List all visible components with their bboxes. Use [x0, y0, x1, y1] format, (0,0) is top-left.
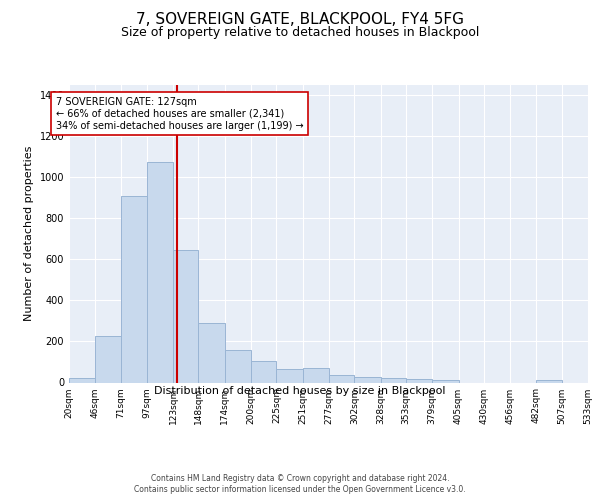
- Text: Distribution of detached houses by size in Blackpool: Distribution of detached houses by size …: [154, 386, 446, 396]
- Bar: [354, 378, 380, 382]
- Text: 7 SOVEREIGN GATE: 127sqm
← 66% of detached houses are smaller (2,341)
34% of sem: 7 SOVEREIGN GATE: 127sqm ← 66% of detach…: [56, 98, 304, 130]
- Text: Contains public sector information licensed under the Open Government Licence v3: Contains public sector information licen…: [134, 485, 466, 494]
- Bar: [251, 361, 277, 382]
- Bar: [406, 379, 432, 382]
- Bar: [69, 378, 95, 382]
- Bar: [380, 378, 406, 382]
- Bar: [432, 380, 458, 382]
- Text: Contains HM Land Registry data © Crown copyright and database right 2024.: Contains HM Land Registry data © Crown c…: [151, 474, 449, 483]
- Bar: [329, 374, 354, 382]
- Bar: [147, 162, 173, 382]
- Bar: [95, 336, 121, 382]
- Y-axis label: Number of detached properties: Number of detached properties: [24, 146, 34, 322]
- Bar: [303, 368, 329, 382]
- Bar: [536, 380, 562, 382]
- Text: 7, SOVEREIGN GATE, BLACKPOOL, FY4 5FG: 7, SOVEREIGN GATE, BLACKPOOL, FY4 5FG: [136, 12, 464, 28]
- Bar: [173, 250, 199, 382]
- Bar: [199, 323, 225, 382]
- Bar: [277, 369, 303, 382]
- Bar: [121, 196, 147, 382]
- Text: Size of property relative to detached houses in Blackpool: Size of property relative to detached ho…: [121, 26, 479, 39]
- Bar: [225, 350, 251, 382]
